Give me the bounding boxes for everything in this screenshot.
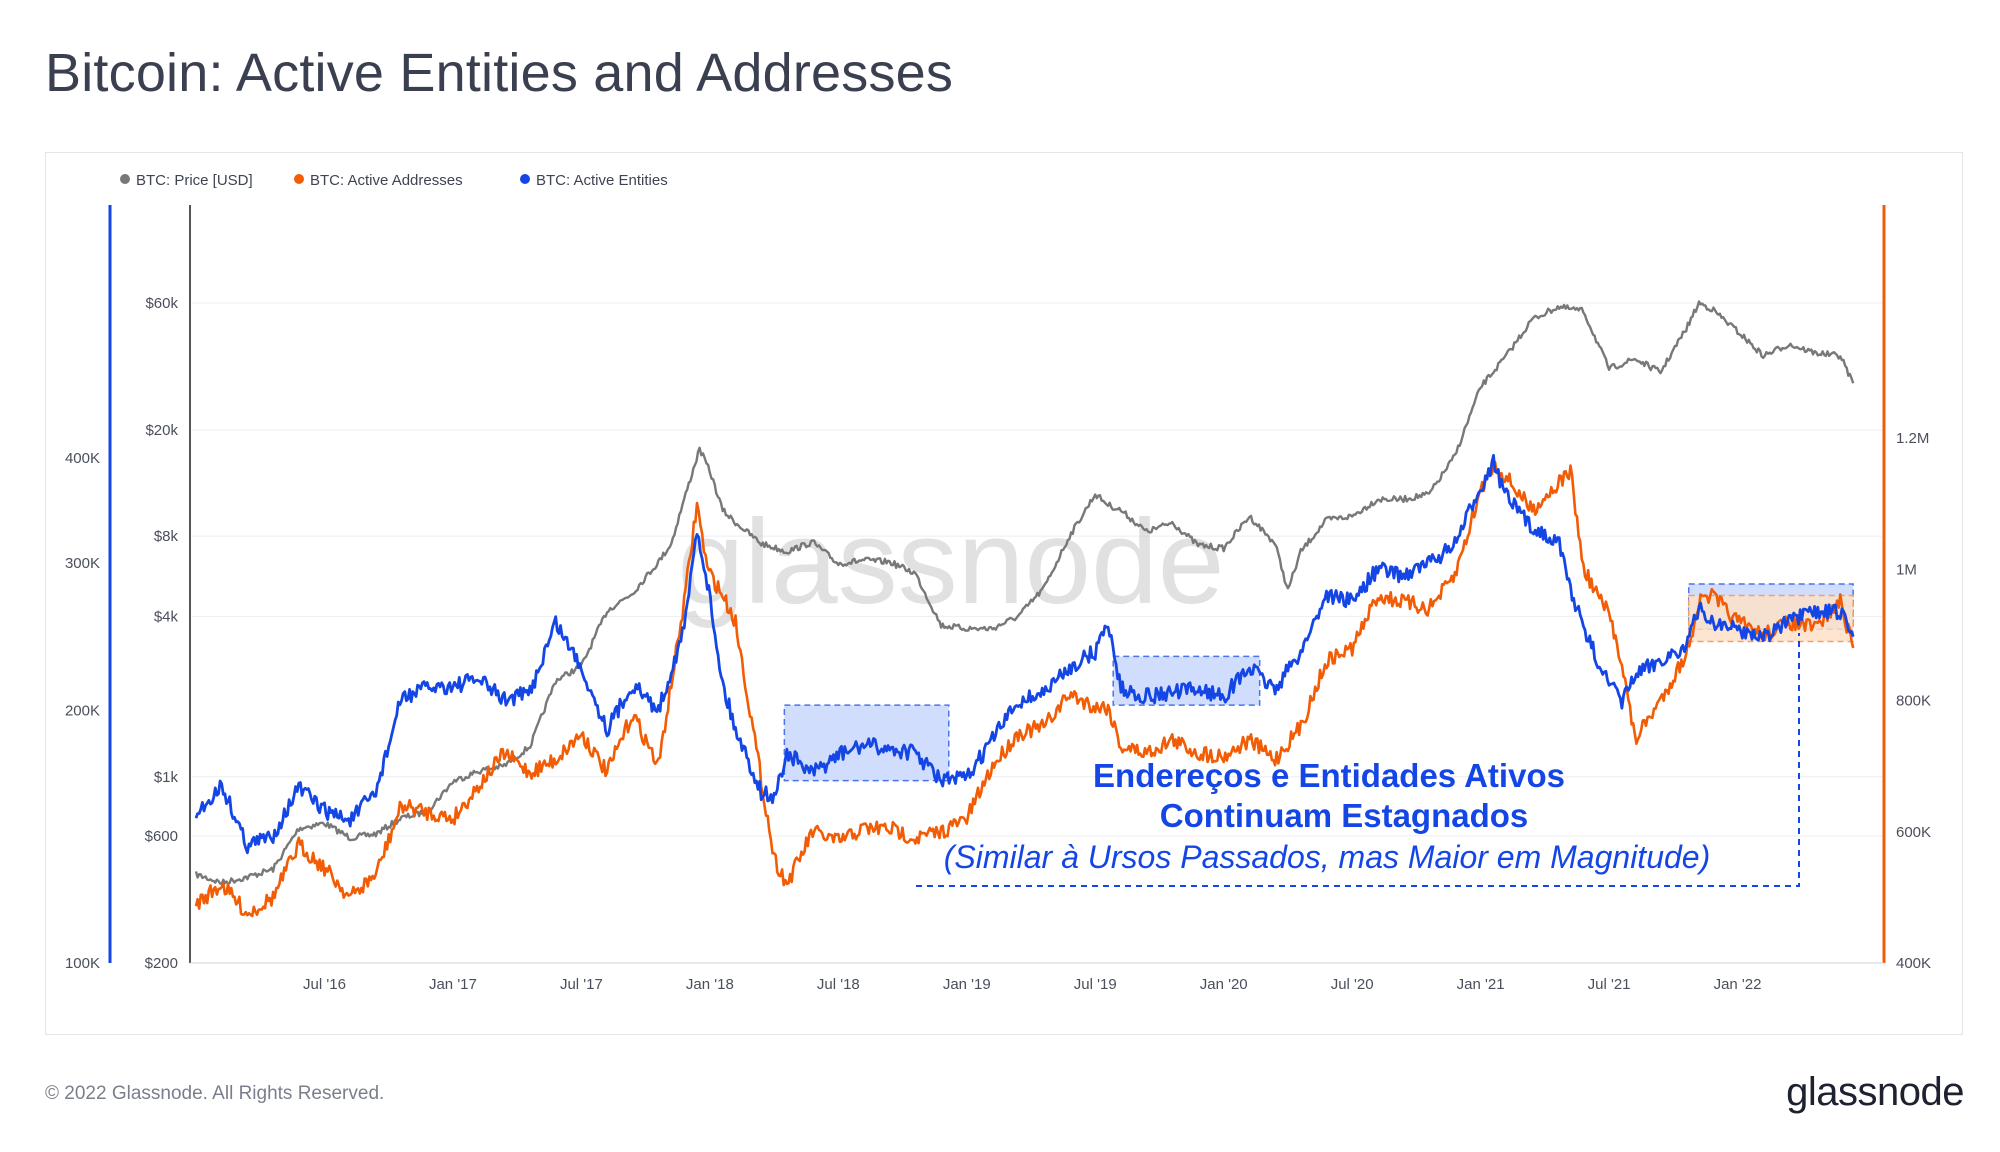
annotation-connector — [916, 633, 1800, 887]
x-tick-7: Jan '20 — [1200, 976, 1248, 993]
footer-logo[interactable]: glassnode — [1786, 1070, 1964, 1114]
price-tick-3: $4k — [154, 608, 179, 625]
annotation-line-3: (Similar à Ursos Passados, mas Maior em … — [944, 839, 1710, 875]
addresses-tick-4: 400K — [1896, 955, 1931, 972]
annotation: Endereços e Entidades Ativos Continuam E… — [916, 633, 1800, 887]
legend-label-price[interactable]: BTC: Price [USD] — [136, 172, 253, 189]
tick-labels: 400K 300K 200K 100K $60k $20k $8k $4k $1k $600 $20… — [65, 295, 1931, 993]
addresses-tick-0: 1.2M — [1896, 430, 1929, 447]
legend-dot-price — [120, 174, 130, 184]
price-tick-4: $1k — [154, 769, 179, 786]
page-title: Bitcoin: Active Entities and Addresses — [45, 43, 954, 103]
x-tick-4: Jul '18 — [817, 976, 860, 993]
watermark: glassnode — [677, 495, 1224, 629]
legend-label-entities[interactable]: BTC: Active Entities — [536, 172, 668, 189]
x-tick-11: Jan '22 — [1714, 976, 1762, 993]
x-tick-8: Jul '20 — [1331, 976, 1374, 993]
x-tick-9: Jan '21 — [1457, 976, 1505, 993]
chart-svg: BTC: Price [USD] BTC: Active Addresses B… — [65, 172, 1931, 993]
x-tick-1: Jan '17 — [429, 976, 477, 993]
price-tick-6: $200 — [145, 955, 178, 972]
legend-dot-entities — [520, 174, 530, 184]
annotation-line-2: Continuam Estagnados — [1160, 797, 1529, 834]
x-tick-3: Jan '18 — [686, 976, 734, 993]
addresses-tick-2: 800K — [1896, 693, 1931, 710]
legend[interactable]: BTC: Price [USD] BTC: Active Addresses B… — [120, 172, 668, 189]
x-tick-6: Jul '19 — [1074, 976, 1117, 993]
addresses-tick-1: 1M — [1896, 561, 1917, 578]
entities-tick-0: 400K — [65, 450, 100, 467]
footer-copyright: © 2022 Glassnode. All Rights Reserved. — [45, 1083, 385, 1104]
entities-tick-1: 300K — [65, 555, 100, 572]
series-line-addresses — [194, 460, 1855, 918]
price-tick-5: $600 — [145, 828, 178, 845]
x-tick-0: Jul '16 — [303, 976, 346, 993]
price-tick-2: $8k — [154, 528, 179, 545]
price-tick-0: $60k — [145, 295, 178, 312]
x-tick-5: Jan '19 — [943, 976, 991, 993]
annotation-line-1: Endereços e Entidades Ativos — [1093, 757, 1565, 794]
series-line-entities — [194, 454, 1855, 855]
price-tick-1: $20k — [145, 422, 178, 439]
chart-panel: BTC: Price [USD] BTC: Active Addresses B… — [45, 152, 1963, 1035]
entities-tick-3: 100K — [65, 955, 100, 972]
x-tick-10: Jul '21 — [1588, 976, 1631, 993]
addresses-tick-3: 600K — [1896, 824, 1931, 841]
entities-tick-2: 200K — [65, 703, 100, 720]
legend-dot-addresses — [294, 174, 304, 184]
series-line-price — [194, 300, 1855, 886]
x-tick-2: Jul '17 — [560, 976, 603, 993]
legend-label-addresses[interactable]: BTC: Active Addresses — [310, 172, 463, 189]
